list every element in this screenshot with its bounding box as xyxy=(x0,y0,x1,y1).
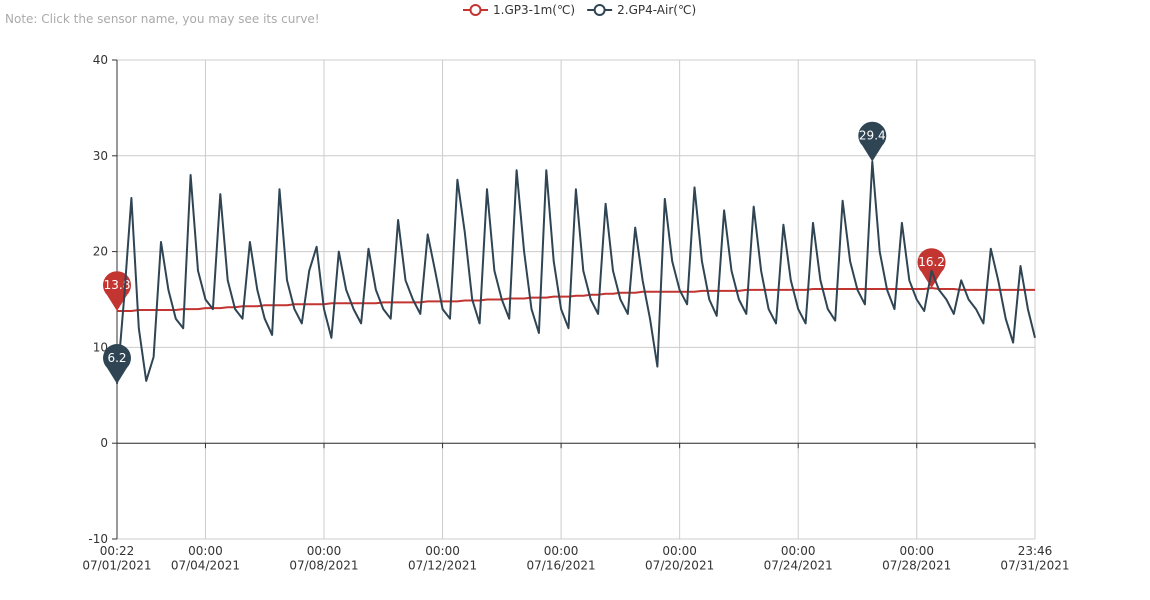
note: Note: Click the sensor name, you may see… xyxy=(5,12,320,26)
mark-pin xyxy=(858,121,887,162)
legend-item[interactable]: 1.GP3-1m(℃) xyxy=(463,3,575,17)
y-tick-label: 10 xyxy=(93,340,108,354)
x-tick-label: 00:00 07/04/2021 xyxy=(171,544,240,572)
x-tick-label: 00:00 07/20/2021 xyxy=(645,544,714,572)
y-tick-label: 40 xyxy=(93,53,108,67)
x-tick-label: 00:00 07/08/2021 xyxy=(289,544,358,572)
series-line xyxy=(117,287,1035,312)
legend-label: 2.GP4-Air(℃) xyxy=(617,3,696,17)
legend-label: 1.GP3-1m(℃) xyxy=(493,3,575,17)
y-tick-label: 20 xyxy=(93,245,108,259)
x-tick-label: 00:22 07/01/2021 xyxy=(82,544,151,572)
x-tick-label: 23:46 07/31/2021 xyxy=(1000,544,1069,572)
x-tick-label: 00:00 07/24/2021 xyxy=(764,544,833,572)
mark-pin-label: 6.2 xyxy=(107,351,126,365)
legend-symbol xyxy=(469,4,482,16)
mark-pin-label: 29.4 xyxy=(859,129,886,143)
x-tick-label: 00:00 07/28/2021 xyxy=(882,544,951,572)
mark-pin xyxy=(103,271,132,311)
mark-pin xyxy=(103,344,132,384)
legend-symbol xyxy=(593,4,606,16)
x-tick-label: 00:00 07/12/2021 xyxy=(408,544,477,572)
y-tick-label: 30 xyxy=(93,149,108,163)
mark-pin-label: 13.8 xyxy=(104,278,131,292)
series-line xyxy=(116,160,1036,384)
y-tick-label: 0 xyxy=(100,436,108,450)
y-tick-label: -10 xyxy=(88,532,108,546)
mark-pin xyxy=(917,248,946,289)
x-tick-label: 00:00 07/16/2021 xyxy=(527,544,596,572)
mark-pin-label: 16.2 xyxy=(918,255,945,269)
legend-item[interactable]: 2.GP4-Air(℃) xyxy=(587,3,696,17)
